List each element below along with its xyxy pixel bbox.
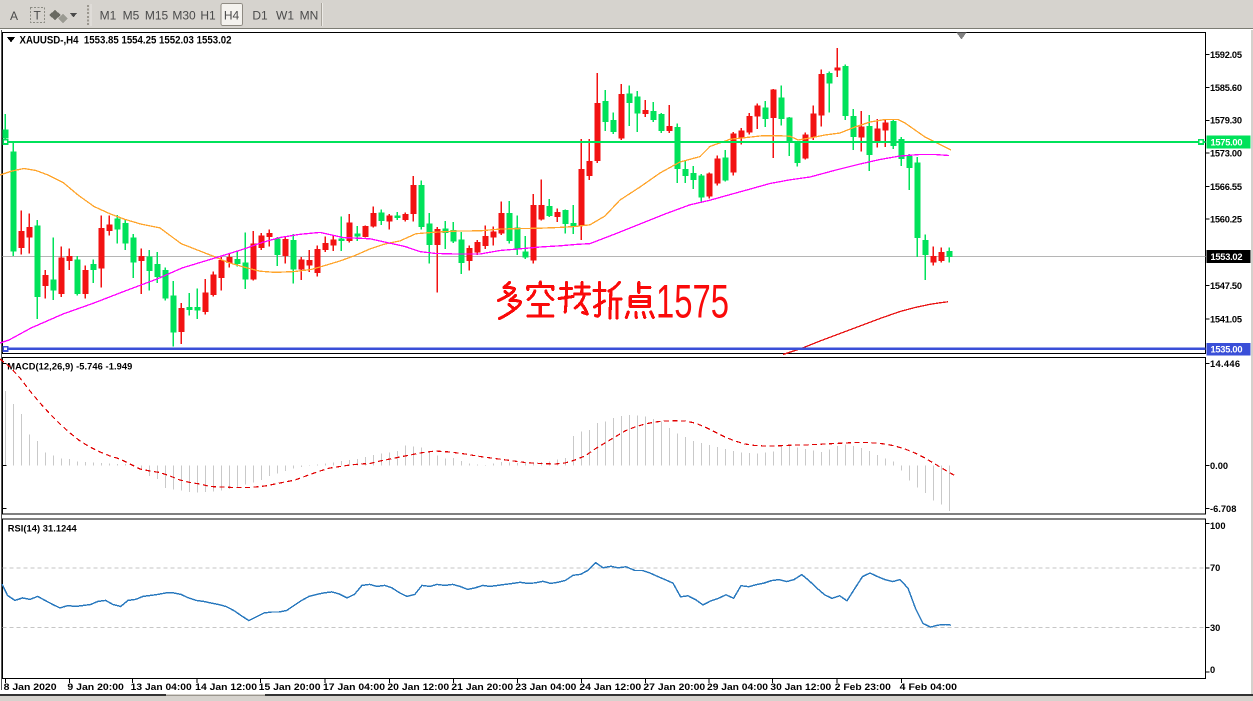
svg-text:T: T [34, 9, 42, 23]
svg-text:M15: M15 [145, 9, 169, 23]
svg-text:1575: 1575 [656, 275, 729, 328]
svg-text:A: A [10, 9, 18, 23]
svg-text:30 Jan 12:00: 30 Jan 12:00 [770, 682, 831, 693]
svg-text:8 Jan 2020: 8 Jan 2020 [4, 682, 57, 693]
svg-text:4 Feb 04:00: 4 Feb 04:00 [900, 682, 957, 693]
svg-text:1553.02: 1553.02 [1211, 252, 1243, 262]
svg-text:M1: M1 [100, 9, 117, 23]
svg-text:1575.00: 1575.00 [1211, 138, 1243, 148]
svg-text:1541.05: 1541.05 [1210, 314, 1242, 324]
svg-text:0: 0 [1210, 665, 1215, 675]
svg-text:1579.30: 1579.30 [1210, 116, 1242, 126]
svg-text:14 Jan 12:00: 14 Jan 12:00 [195, 682, 257, 693]
svg-text:21 Jan 20:00: 21 Jan 20:00 [451, 682, 513, 693]
svg-text:1592.05: 1592.05 [1210, 50, 1242, 60]
svg-text:20 Jan 12:00: 20 Jan 12:00 [387, 682, 449, 693]
svg-text:9 Jan 20:00: 9 Jan 20:00 [67, 682, 124, 693]
svg-text:MN: MN [300, 9, 319, 23]
svg-text:W1: W1 [276, 9, 294, 23]
svg-text:D1: D1 [252, 9, 268, 23]
svg-text:1535.00: 1535.00 [1211, 345, 1243, 355]
svg-text:24 Jan 12:00: 24 Jan 12:00 [579, 682, 641, 693]
svg-text:70: 70 [1210, 563, 1220, 573]
svg-text:14.446: 14.446 [1210, 359, 1240, 369]
svg-text:XAUUSD-,H4 1553.85 1554.25 15: XAUUSD-,H4 1553.85 1554.25 1552.03 1553.… [20, 35, 232, 47]
svg-text:29 Jan 04:00: 29 Jan 04:00 [707, 682, 768, 693]
svg-text:30: 30 [1210, 623, 1220, 633]
svg-text:RSI(14) 31.1244: RSI(14) 31.1244 [8, 524, 78, 534]
svg-text:2 Feb 23:00: 2 Feb 23:00 [835, 682, 891, 693]
svg-text:H4: H4 [224, 9, 240, 23]
svg-text:100: 100 [1210, 521, 1226, 531]
svg-text:MACD(12,26,9) -5.746 -1.949: MACD(12,26,9) -5.746 -1.949 [7, 362, 132, 372]
svg-text:23 Jan 04:00: 23 Jan 04:00 [515, 682, 576, 693]
svg-text:H1: H1 [200, 9, 216, 23]
svg-text:1573.00: 1573.00 [1210, 149, 1242, 159]
svg-text:1560.25: 1560.25 [1210, 215, 1242, 225]
svg-text:15 Jan 20:00: 15 Jan 20:00 [259, 682, 321, 693]
svg-text:17 Jan 04:00: 17 Jan 04:00 [323, 682, 385, 693]
svg-text:13 Jan 04:00: 13 Jan 04:00 [131, 682, 192, 693]
svg-text:1585.60: 1585.60 [1210, 83, 1242, 93]
svg-text:-6.708: -6.708 [1210, 504, 1236, 514]
svg-text:27 Jan 20:00: 27 Jan 20:00 [643, 682, 705, 693]
svg-text:M5: M5 [123, 9, 140, 23]
svg-text:0.00: 0.00 [1210, 461, 1228, 471]
svg-text:1566.55: 1566.55 [1210, 182, 1242, 192]
svg-text:M30: M30 [172, 9, 196, 23]
svg-text:1547.50: 1547.50 [1210, 281, 1242, 291]
